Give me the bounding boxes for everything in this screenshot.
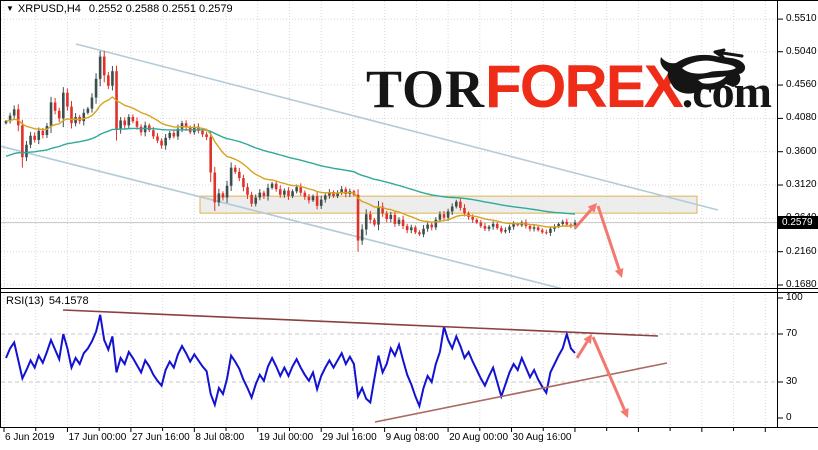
trend-channel-upper — [75, 43, 719, 211]
rsi-line — [5, 314, 576, 410]
current-price-box: 0.2579 — [778, 216, 818, 229]
chart-title: ▼ XRPUSD,H4 0.2552 0.2588 0.2551 0.2579 — [6, 3, 233, 15]
rsi-forecast-arrow-up — [575, 334, 592, 359]
price-axis-label: 0.4560 — [786, 79, 817, 91]
bull-body — [660, 54, 746, 94]
ma-fast-line — [5, 96, 576, 228]
price-axis-label: 0.5510 — [786, 13, 817, 25]
time-axis-label: 9 Aug 08:00 — [385, 432, 440, 443]
rsi-axis-label: 100 — [786, 292, 803, 303]
pane-borders — [0, 0, 818, 432]
price-axis-label: 0.2160 — [786, 245, 817, 257]
price-axis-label: 0.1680 — [786, 279, 817, 290]
rsi-trendline-upper — [62, 309, 659, 337]
price-axis-label: 0.4080 — [786, 112, 817, 124]
time-axis-label: 29 Jul 16:00 — [322, 432, 377, 443]
time-axis-label: 20 Aug 00:00 — [449, 432, 509, 443]
time-axis-label: 27 Jun 16:00 — [131, 432, 190, 443]
rsi-axis-label: 0 — [786, 412, 792, 423]
price-forecast-arrow-down — [596, 205, 624, 278]
rsi-axis-label: 30 — [786, 376, 798, 387]
rsi-trendline-lower — [374, 362, 668, 423]
rsi-value: 54.1578 — [48, 295, 89, 307]
time-axis-label: 17 Jun 00:00 — [68, 432, 127, 443]
watermark-text-tor: TOR — [366, 59, 486, 119]
symbol-timeframe-label: XRPUSD,H4 — [17, 3, 81, 15]
watermark: TOR FOREX .com — [366, 52, 772, 121]
gridlines — [1, 1, 777, 427]
price-axis-label: 0.3600 — [786, 145, 817, 157]
dropdown-triangle-icon: ▼ — [6, 4, 14, 13]
time-axis-label: 6 Jun 2019 — [5, 432, 55, 443]
price-axis-label: 0.3120 — [786, 179, 817, 191]
rsi-forecast-arrow-down — [591, 336, 629, 418]
price-axis-label: 0.5040 — [786, 45, 817, 57]
rsi-axis-label: 70 — [786, 328, 798, 339]
ma-slow-line — [5, 127, 576, 215]
price-forecast-arrow-up — [573, 203, 597, 229]
time-axis-label: 30 Aug 16:00 — [512, 432, 572, 443]
time-axis-label: 19 Jul 00:00 — [258, 432, 314, 443]
rsi-indicator-label: RSI(13) 54.1578 — [6, 295, 89, 307]
rsi-name: RSI(13) — [6, 295, 44, 307]
bull-icon — [660, 48, 746, 94]
ohlc-quotes: 0.2552 0.2588 0.2551 0.2579 — [88, 3, 233, 15]
time-axis-label: 8 Jul 08:00 — [195, 432, 245, 443]
trend-channel-lower — [0, 145, 576, 293]
watermark-text-forex: FOREX — [485, 53, 684, 120]
